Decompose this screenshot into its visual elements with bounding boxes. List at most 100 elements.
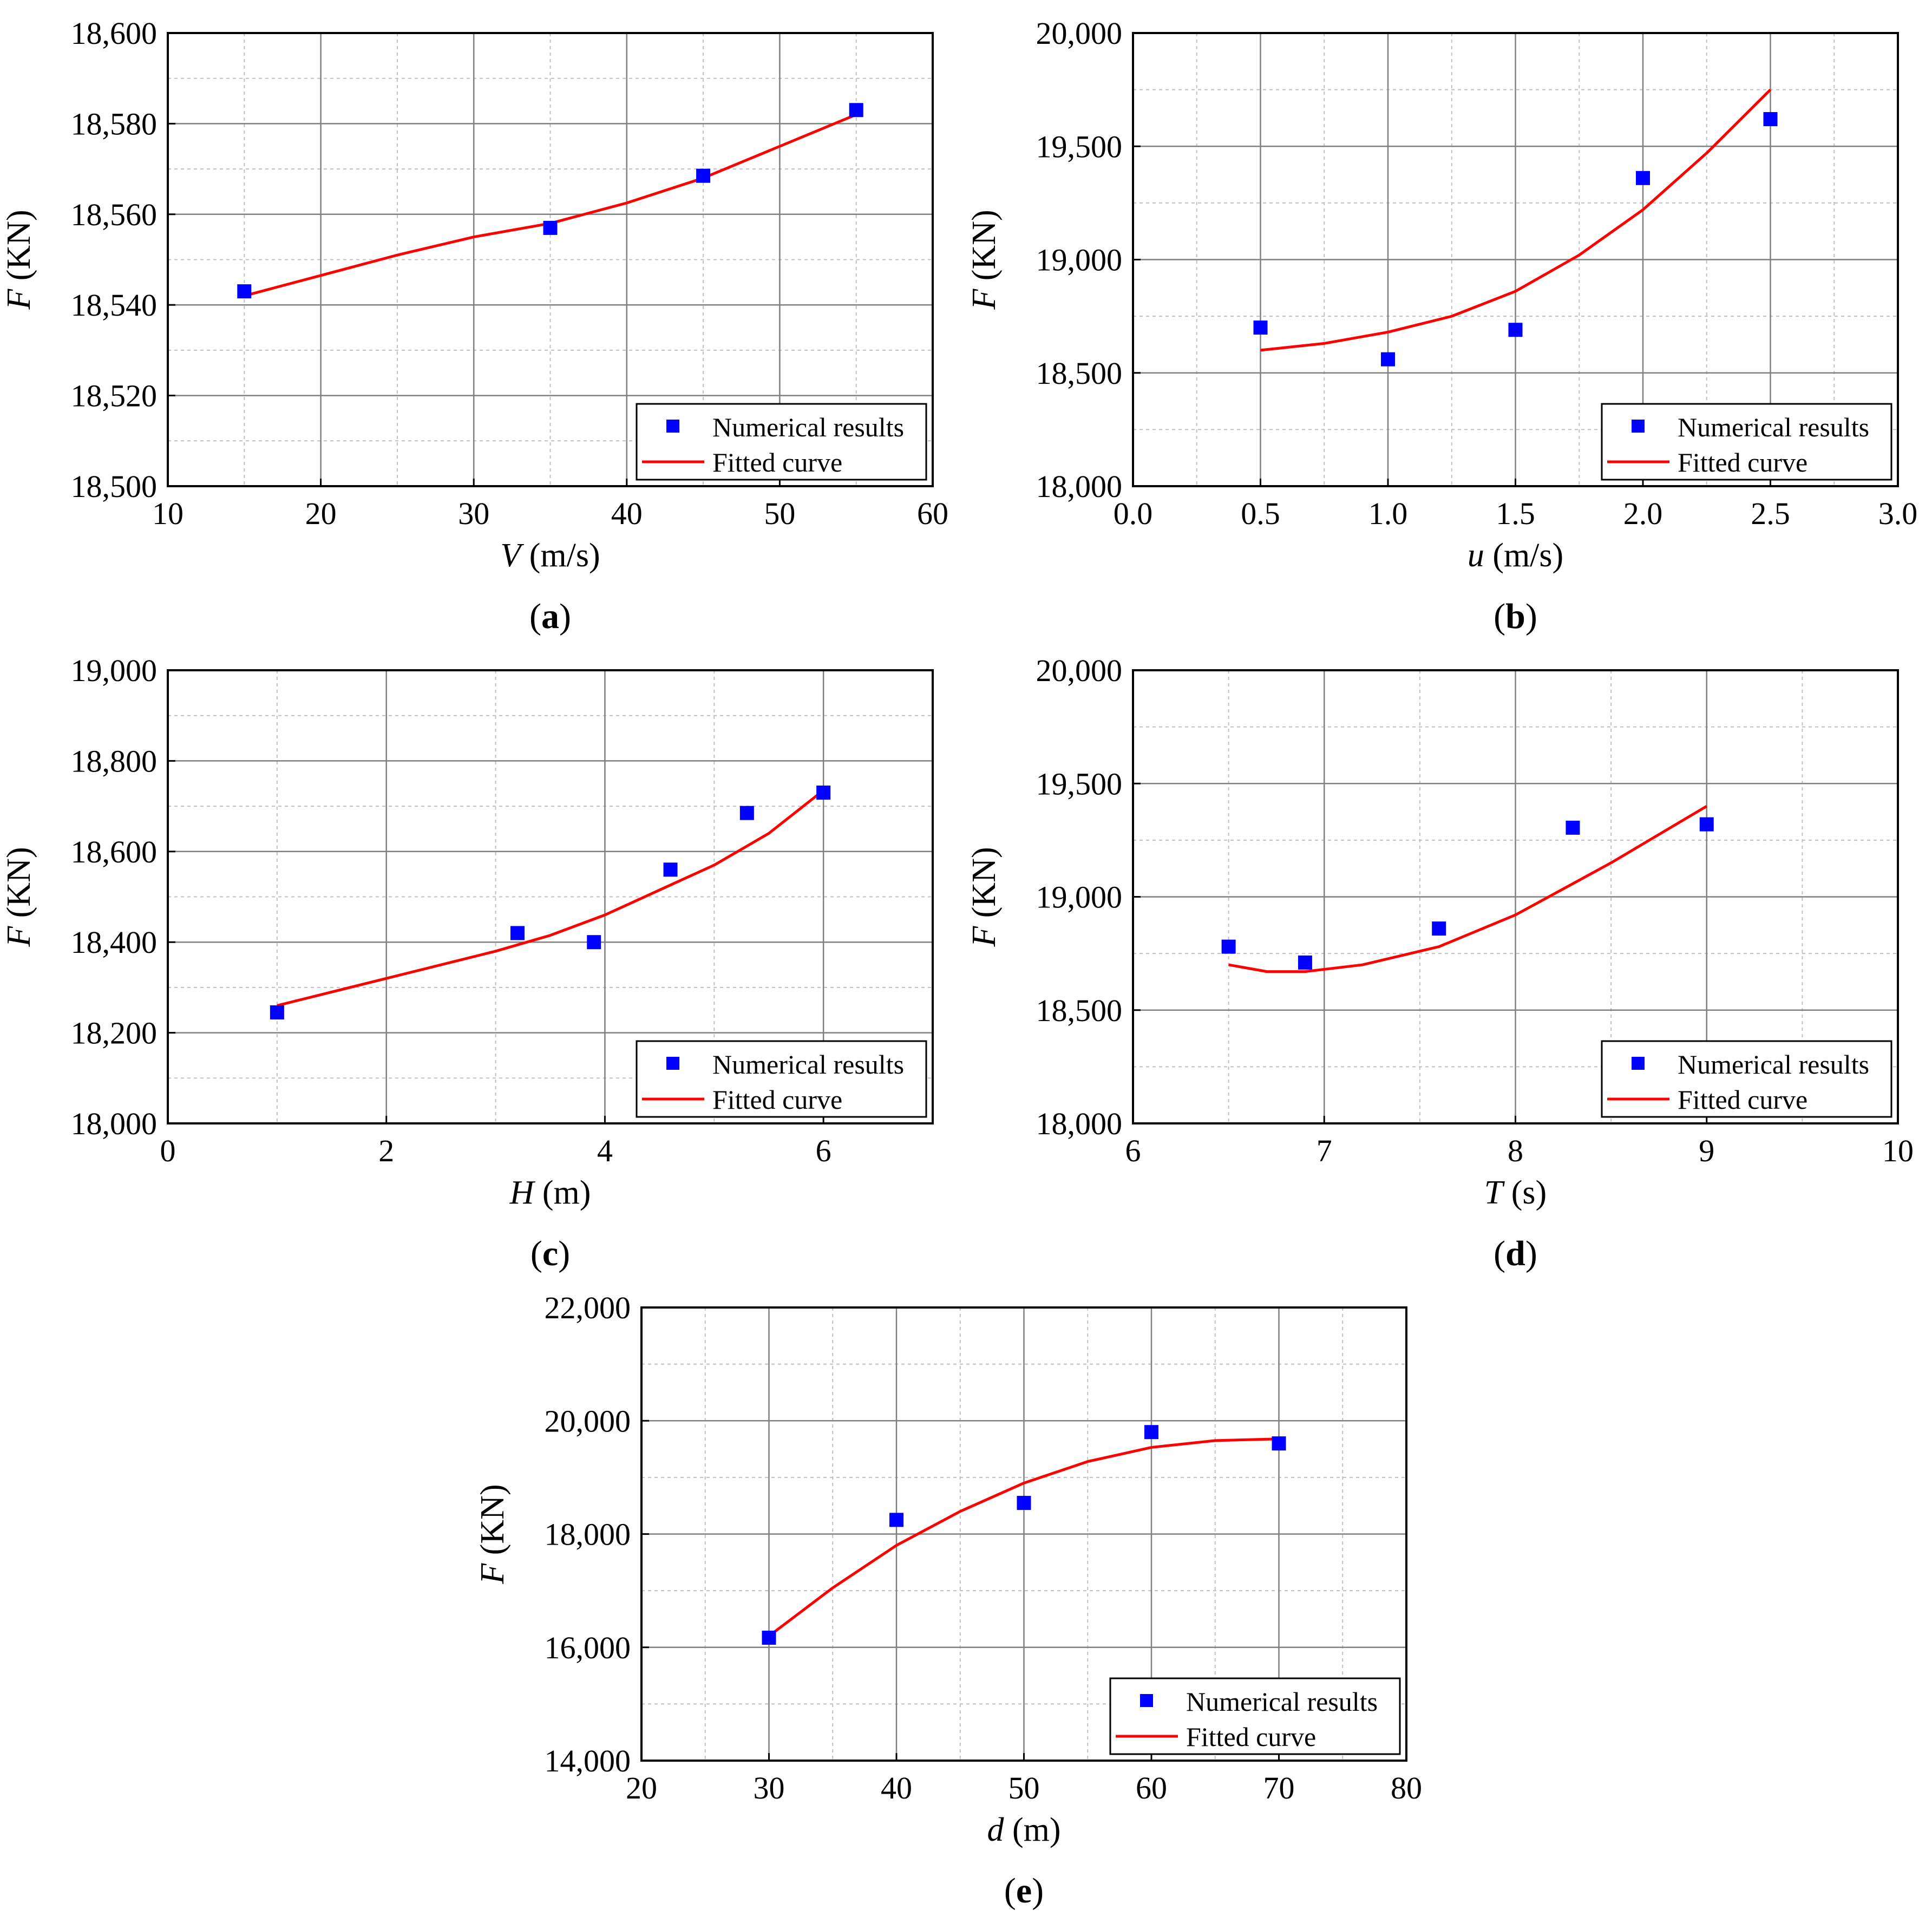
y-tick-label: 18,400: [71, 925, 158, 960]
y-tick-label: 16,000: [545, 1630, 631, 1665]
x-tick-label: 30: [754, 1770, 785, 1806]
y-tick-label: 18,800: [71, 743, 158, 779]
panel-label-close: ): [1525, 597, 1537, 636]
legend-marker-icon: [666, 1057, 679, 1070]
data-point-marker: [1017, 1495, 1031, 1510]
x-axis-unit: (s): [1503, 1174, 1547, 1211]
legend-marker-icon: [666, 420, 679, 433]
y-tick-label: 20,000: [1036, 653, 1123, 688]
legend: Numerical results Fitted curve: [1601, 1040, 1892, 1118]
x-axis-label: H (m): [509, 1174, 591, 1211]
panel-label-close: ): [558, 1234, 570, 1273]
x-tick-label: 60: [1136, 1770, 1167, 1806]
legend-marker-icon: [1140, 1694, 1153, 1707]
x-axis-variable: d: [987, 1812, 1004, 1848]
panel-label-letter: b: [1505, 597, 1525, 636]
data-point-marker: [1253, 321, 1268, 335]
y-tick-label: 18,000: [1036, 469, 1123, 504]
y-axis-variable: F: [966, 926, 1003, 947]
tick-marks: [1132, 32, 1899, 487]
legend-entry-label: Numerical results: [712, 412, 904, 442]
y-tick-label: 18,520: [71, 378, 158, 414]
panel-label: (e): [1004, 1871, 1044, 1911]
y-tick-label: 18,000: [545, 1517, 631, 1552]
data-point-marker: [237, 284, 252, 299]
y-axis-label: F (KN): [1, 210, 37, 310]
x-axis-unit: (m/s): [521, 537, 600, 574]
y-axis-variable: F: [1, 926, 37, 947]
legend-entry-label: Numerical results: [1678, 412, 1869, 442]
legend: Numerical results Fitted curve: [636, 403, 927, 481]
legend-entry-label: Numerical results: [1678, 1049, 1869, 1080]
data-point-marker: [587, 935, 601, 950]
fitted-curve-line: [1228, 805, 1708, 973]
y-axis-unit: (KN): [1, 210, 37, 289]
panel-label-letter: d: [1505, 1234, 1525, 1273]
legend-box: [1601, 403, 1892, 481]
x-tick-label: 2.5: [1751, 496, 1790, 531]
y-axis-unit: (KN): [966, 847, 1003, 926]
data-point-marker: [849, 103, 863, 117]
y-axis-label: F (KN): [966, 847, 1003, 947]
x-tick-label: 4: [597, 1133, 613, 1168]
x-tick-label: 60: [917, 496, 948, 531]
y-axis-variable: F: [966, 289, 1003, 310]
panel-label-open: (: [1004, 1871, 1016, 1911]
legend-box: [636, 403, 927, 481]
x-tick-label: 2.0: [1623, 496, 1663, 531]
x-tick-label: 50: [1008, 1770, 1040, 1806]
x-axis-variable: u: [1468, 537, 1484, 574]
data-point-marker: [1272, 1436, 1286, 1451]
x-tick-label: 9: [1699, 1133, 1714, 1168]
plot-frame: [167, 669, 934, 1124]
data-point-marker: [889, 1513, 903, 1527]
y-axis-variable: F: [1, 289, 37, 310]
y-tick-label: 18,200: [71, 1016, 158, 1051]
x-tick-label: 40: [611, 496, 643, 531]
chart-panel-a: 10 20 30 40 50 60 18,500 18,520 18,540 18,560 18,5…: [1, 16, 948, 636]
x-tick-label: 1.5: [1496, 496, 1535, 531]
legend-entry-label: Fitted curve: [712, 1084, 842, 1115]
panel-label-open: (: [1494, 597, 1505, 636]
x-axis-label: d (m): [987, 1812, 1060, 1848]
x-tick-label: 3.0: [1878, 496, 1918, 531]
legend: Numerical results Fitted curve: [1109, 1677, 1401, 1755]
y-tick-label: 18,000: [71, 1106, 158, 1141]
tick-marks: [640, 1306, 1407, 1762]
y-axis-label: F (KN): [966, 210, 1003, 310]
chart-panel-b: 0.0 0.5 1.0 1.5 2.0 2.5 3.0 18,000 18,500 19,000 1…: [966, 16, 1917, 636]
x-axis-unit: (m/s): [1484, 537, 1563, 574]
y-tick-label: 18,600: [71, 16, 158, 51]
data-point-marker: [663, 862, 678, 877]
y-axis-variable: F: [474, 1563, 511, 1585]
panel-label-close: ): [559, 597, 571, 636]
legend-marker-icon: [1632, 420, 1645, 433]
y-tick-label: 18,540: [71, 287, 158, 323]
x-tick-label: 80: [1391, 1770, 1422, 1806]
y-axis-unit: (KN): [474, 1484, 511, 1563]
legend: Numerical results Fitted curve: [1601, 403, 1892, 481]
chart-panel-c: 0 2 4 6 18,000 18,200 18,400 18,600 18,800 19,000…: [1, 653, 934, 1273]
x-tick-label: 0: [160, 1133, 176, 1168]
x-axis-variable: T: [1484, 1174, 1505, 1211]
x-axis-variable: H: [509, 1174, 536, 1211]
legend: Numerical results Fitted curve: [636, 1040, 927, 1118]
panel-label-letter: e: [1016, 1871, 1032, 1911]
x-tick-label: 20: [305, 496, 337, 531]
panel-label-open: (: [531, 1234, 542, 1273]
plot-frame: [167, 32, 934, 487]
y-tick-label: 18,000: [1036, 1106, 1123, 1141]
x-axis-label: V (m/s): [500, 537, 600, 574]
data-point-marker: [543, 220, 558, 235]
legend-entry-label: Fitted curve: [1678, 1084, 1807, 1115]
panel-label: (b): [1494, 597, 1537, 636]
x-tick-label: 10: [1882, 1133, 1914, 1168]
x-tick-label: 6: [816, 1133, 831, 1168]
panel-label-close: ): [1525, 1234, 1537, 1273]
legend-entry-label: Numerical results: [1186, 1686, 1378, 1717]
panel-label-close: ): [1032, 1871, 1044, 1911]
y-tick-label: 18,500: [1036, 993, 1123, 1028]
panel-label-letter: a: [541, 597, 559, 636]
x-tick-label: 30: [458, 496, 489, 531]
y-tick-label: 18,560: [71, 197, 158, 232]
